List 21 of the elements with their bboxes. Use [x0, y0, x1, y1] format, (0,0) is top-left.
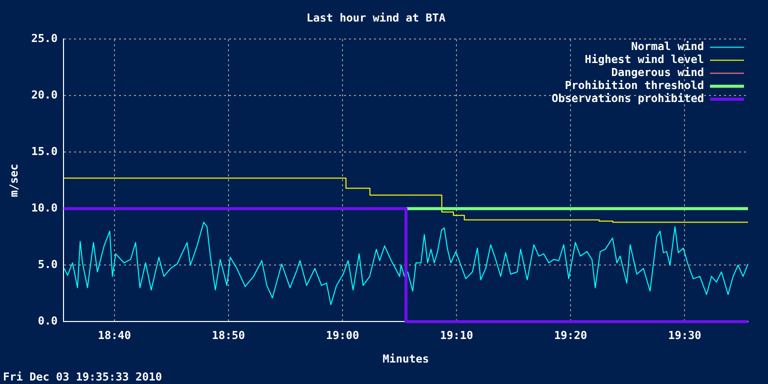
x-tick-label: 19:00 [326, 329, 360, 342]
legend-label: Highest wind level [584, 53, 704, 66]
x-tick-label: 18:40 [98, 329, 132, 342]
chart-title: Last hour wind at BTA [306, 11, 446, 24]
x-axis-title: Minutes [382, 352, 430, 366]
y-tick-label: 5.0 [38, 258, 58, 271]
x-tick-label: 19:20 [554, 329, 588, 342]
legend-label: Observations prohibited [552, 92, 704, 106]
legend-label: Normal wind [631, 40, 704, 54]
x-tick-label: 19:10 [440, 329, 474, 342]
x-tick-label: 18:50 [212, 329, 246, 342]
y-axis-title: m/sec [7, 164, 20, 197]
legend-label: Prohibition threshold [564, 79, 704, 92]
y-tick-label: 20.0 [31, 88, 58, 102]
text: Fri Dec 03 19:35:33 2010 [3, 370, 162, 384]
y-tick-label: 15.0 [31, 145, 58, 158]
y-tick-label: 0.0 [38, 314, 58, 328]
x-tick-label: 19:30 [668, 329, 702, 342]
legend-label: Dangerous wind [611, 66, 704, 80]
y-tick-label: 10.0 [31, 202, 58, 214]
y-tick-label: 25.0 [31, 32, 58, 46]
